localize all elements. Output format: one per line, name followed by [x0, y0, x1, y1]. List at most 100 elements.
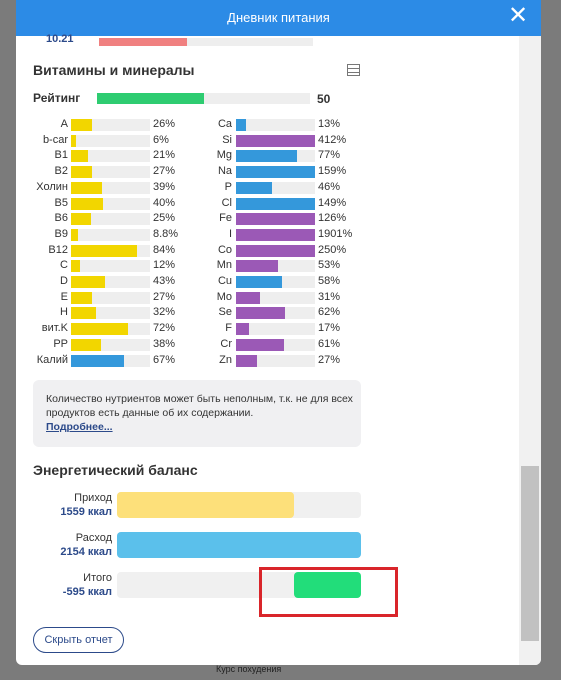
nutrient-bar — [71, 338, 102, 351]
note-box: Количество нутриентов может быть неполны… — [33, 380, 361, 447]
nutrient-track — [236, 181, 315, 194]
nutrient-track — [236, 166, 315, 179]
nutrient-name: Cu — [217, 275, 232, 287]
energy-kcal: 2154 ккал — [60, 546, 112, 558]
nutrient-name: B6 — [54, 212, 68, 225]
nutrient-track — [236, 197, 315, 210]
note-link[interactable]: Подробнее... — [46, 421, 113, 433]
scrolled-track — [187, 38, 313, 46]
scrollbar — [519, 36, 541, 665]
nutrient-name: Fe — [219, 212, 232, 225]
nutrient-bar — [71, 166, 93, 179]
nutrient-bar — [236, 197, 315, 210]
nutrient-bar — [236, 213, 315, 226]
nutrient-bar — [71, 228, 78, 241]
nutrient-track — [236, 291, 315, 304]
nutrient-bar — [71, 244, 138, 257]
nutrient-bar — [236, 134, 315, 147]
hide-report-button[interactable]: Скрыть отчет — [33, 627, 124, 653]
nutrient-percent: 43% — [153, 275, 176, 287]
nutrient-track — [236, 228, 315, 241]
close-button[interactable]: ✕ — [508, 2, 529, 29]
nutrient-bar — [71, 213, 91, 226]
nutrient-name: Si — [222, 133, 232, 146]
nutrient-bar — [236, 244, 315, 257]
nutrient-percent: 53% — [318, 259, 341, 272]
nutrient-name: Cl — [221, 196, 232, 209]
nutrient-name: P — [224, 180, 232, 193]
scrolled-bar — [99, 38, 187, 46]
energy-bar — [117, 492, 294, 518]
nutrient-name: Mn — [216, 259, 232, 272]
nutrient-bar — [236, 228, 315, 241]
nutrient-track — [71, 166, 150, 179]
section-title: Энергетический баланс — [33, 462, 198, 478]
nutrient-track — [236, 307, 315, 320]
nutrient-percent: 126% — [318, 212, 347, 225]
nutrient-track — [71, 338, 150, 351]
nutrient-percent: 32% — [153, 306, 176, 319]
nutrient-percent: 21% — [153, 149, 176, 162]
nutrient-track — [236, 354, 315, 367]
rating-label: Рейтинг — [33, 91, 81, 105]
rating-value: 50 — [317, 92, 331, 106]
nutrient-percent: 26% — [153, 118, 176, 130]
nutrient-track — [71, 228, 150, 241]
nutrient-percent: 6% — [153, 133, 169, 146]
nutrient-name: Mo — [216, 290, 232, 303]
nutrient-bar — [236, 150, 297, 163]
nutrient-track — [71, 307, 150, 320]
nutrient-bar — [236, 307, 285, 320]
nutrient-track — [71, 291, 150, 304]
nutrient-percent: 38% — [153, 337, 176, 350]
energy-bar — [117, 532, 361, 558]
energy-track — [117, 532, 361, 558]
nutrient-track — [236, 119, 315, 131]
nutrient-name: Ca — [217, 118, 232, 130]
nutrient-track — [236, 260, 315, 273]
nutrient-name: вит.K — [41, 322, 68, 335]
energy-bar — [293, 572, 361, 598]
nutrient-percent: 77% — [318, 149, 341, 162]
nutrient-track — [236, 134, 315, 147]
nutrient-bar — [71, 276, 105, 288]
nutrient-track — [71, 119, 150, 131]
nutrient-percent: 27% — [153, 290, 176, 303]
nutrient-track — [71, 213, 150, 226]
nutrient-percent: 27% — [318, 353, 341, 366]
energy-track — [117, 492, 361, 518]
nutrient-name: B1 — [54, 149, 68, 162]
nutrient-track — [71, 354, 150, 367]
nutrient-name: I — [228, 227, 232, 240]
nutrient-bar — [236, 181, 273, 194]
nutrient-bar — [71, 181, 102, 194]
table-icon[interactable] — [347, 64, 360, 76]
scroll-thumb[interactable] — [521, 466, 539, 641]
nutrient-percent: 67% — [153, 353, 176, 366]
nutrient-percent: 149% — [318, 196, 347, 209]
nutrient-track — [71, 244, 150, 257]
nutrient-bar — [71, 323, 128, 336]
nutrient-track — [236, 244, 315, 257]
nutrient-percent: 17% — [318, 322, 341, 335]
nutrient-percent: 72% — [153, 322, 176, 335]
nutrient-percent: 412% — [318, 133, 347, 146]
nutrient-track — [236, 323, 315, 336]
rating-track — [97, 93, 310, 104]
nutrient-percent: 250% — [318, 243, 347, 256]
nutrient-name: Mg — [216, 149, 232, 162]
nutrient-track — [71, 276, 150, 288]
modal: Дневник питания ✕ 10.21 Витамины и минера… — [16, 0, 541, 665]
nutrient-percent: 58% — [318, 275, 341, 287]
nutrient-name: PP — [53, 337, 68, 350]
nutrient-track — [71, 181, 150, 194]
modal-title: Дневник питания — [227, 10, 330, 25]
section-title: Витамины и минералы — [33, 62, 195, 78]
nutrient-percent: 62% — [318, 306, 341, 319]
nutrient-track — [236, 276, 315, 288]
background-text: Курс похудения — [216, 664, 282, 674]
nutrient-track — [236, 338, 315, 351]
nutrient-name: Se — [218, 306, 232, 319]
nutrient-track — [71, 150, 150, 163]
energy-name: Приход — [74, 492, 112, 504]
